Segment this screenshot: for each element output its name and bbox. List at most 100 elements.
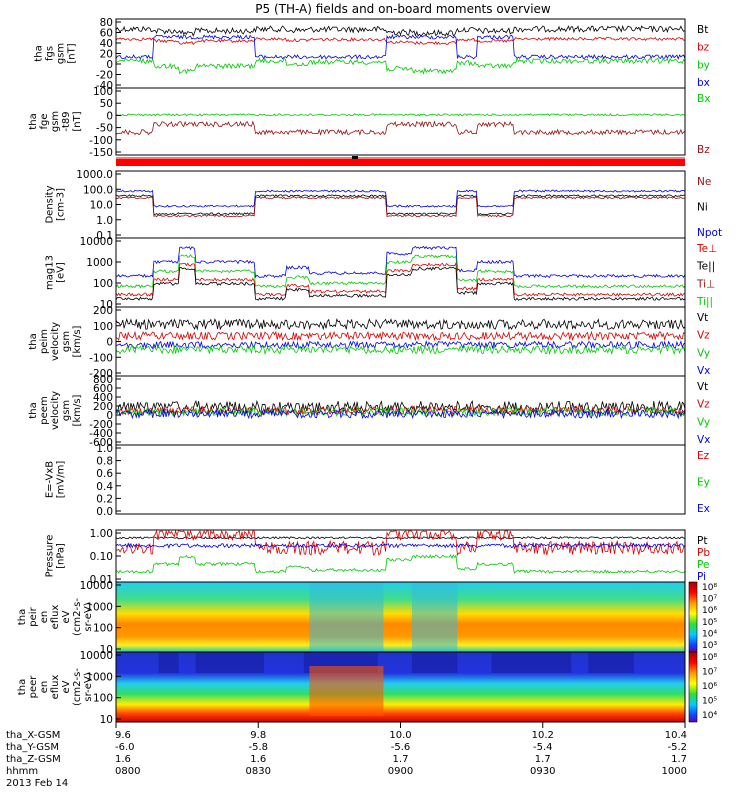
- ylabel-0: thafgsgsm[nT]: [34, 43, 78, 64]
- ylabel-line-8-5: (cm2-s-: [72, 598, 83, 636]
- xaxis-row-label-2: tha_Z-GSM: [6, 754, 61, 765]
- ytick-6-3: 0.4: [96, 481, 113, 493]
- ytick-2-1: 100.0: [83, 184, 113, 196]
- ytick-0-2: 40: [100, 38, 113, 50]
- legend-3-0: Te⊥: [696, 243, 717, 255]
- colorbar-label-0-3: 10⁵: [702, 618, 717, 628]
- legend-5-3: Vx: [697, 434, 710, 446]
- xtick-z-3: 1.7: [535, 754, 551, 765]
- ylabel-line-2-0: Density: [45, 185, 56, 223]
- ytick-8-0: 10000: [80, 580, 113, 592]
- colorbar-label-1-1: 10⁷: [702, 668, 717, 678]
- ylabel-5: thapeemvelocitygsm[km/s]: [28, 391, 83, 430]
- ytick-1-0: 100: [93, 86, 113, 98]
- ytick-3-2: 100: [93, 278, 113, 290]
- ytick-4-1: 100: [93, 321, 113, 333]
- xaxis-row-label-1: tha_Y-GSM: [6, 742, 59, 753]
- legend-2-2: Npot: [697, 227, 722, 239]
- ylabel-line-2-1: [cm-3]: [56, 188, 67, 221]
- legend-1-1: Bz: [697, 144, 710, 156]
- panel-9: 10000 1000 100 10 thapeerenefluxeV(cm2-s-sr-…: [17, 650, 686, 726]
- ytick-0-3: 20: [100, 49, 113, 61]
- xtick-x-2: 10.0: [389, 730, 411, 741]
- series-7-2: [115, 542, 686, 549]
- spec-dark-band-0: [158, 652, 179, 673]
- legend-0-0: Bt: [697, 24, 708, 36]
- ylabel-6: E=-VxB[mV/m]: [45, 461, 67, 499]
- ylabel-line-1-4: [nT]: [72, 111, 83, 131]
- ylabel-line-9-3: eflux: [50, 675, 61, 700]
- ytick-7-1: 0.10: [90, 551, 113, 563]
- xaxis-row-label-3: hhmm: [6, 766, 38, 777]
- legend-5-0: Vt: [697, 381, 708, 393]
- spec-cool-region-1: [411, 582, 458, 652]
- ytick-1-2: 0: [106, 110, 113, 122]
- legend-7-1: Pb: [697, 547, 710, 559]
- legend-3-3: Ti||: [696, 296, 713, 308]
- spec-dark-band-1: [195, 652, 264, 673]
- xtick-hhmm-1: 0830: [246, 766, 271, 777]
- ylabel-line-6-1: [mV/m]: [56, 461, 67, 499]
- ylabel-line-8-1: peir: [28, 606, 39, 626]
- panel-3: 10000 1000 100 10 mag13[eV] Te⊥ Te|| Ti⊥ Ti||: [45, 236, 718, 311]
- ytick-5-4: 0: [106, 410, 113, 422]
- ytick-3-1: 1000: [86, 257, 113, 269]
- panel-frame-1: [115, 87, 686, 156]
- colorbar-label-0-2: 10⁶: [702, 606, 717, 616]
- series-3-1: [115, 254, 686, 289]
- ylabel-line-7-0: Pressure: [45, 535, 56, 578]
- xtick-hhmm-4: 1000: [662, 766, 687, 777]
- ylabel-line-8-4: eV: [61, 610, 72, 623]
- ylabel-line-9-1: peer: [28, 675, 39, 699]
- ytick-4-3: -100: [89, 352, 113, 364]
- ylabel-line-1-1: fge: [39, 113, 50, 129]
- colorbar-label-1-0: 10⁸: [702, 653, 717, 663]
- ytick-5-5: -200: [89, 419, 113, 431]
- ylabel-4: thapeimvelocitygsm[km/s]: [28, 322, 83, 361]
- ylabel-1: thafgegsm-t89[nT]: [28, 111, 83, 132]
- ytick-0-4: 0: [106, 59, 113, 71]
- ytick-5-2: 400: [93, 392, 113, 404]
- ytick-7-0: 1.00: [90, 528, 113, 540]
- xaxis-row-label-4: 2013 Feb 14: [6, 778, 68, 789]
- ytick-5-7: -600: [89, 437, 113, 449]
- ylabel-line-9-6: sr-eV): [83, 672, 94, 701]
- mode-bar-mark: [352, 156, 358, 159]
- mode-bar-edge: [116, 157, 685, 159]
- xtick-y-4: -5.2: [667, 742, 687, 753]
- panel-2: 1000.0 100.0 10.0 1.0 0.1 Density[cm-3] Ne Ni Np…: [45, 169, 723, 242]
- ytick-1-4: -100: [89, 135, 113, 147]
- ytick-2-2: 10.0: [90, 200, 113, 212]
- ytick-3-3: 10: [100, 299, 113, 311]
- spec-dark-band-5: [588, 652, 634, 673]
- colorbar-0: [688, 581, 698, 653]
- legend-4-0: Vt: [697, 312, 708, 324]
- legend-2-1: Ni: [697, 202, 708, 214]
- ytick-4-2: 0: [106, 337, 113, 349]
- ylabel-line-0-0: tha: [34, 45, 45, 61]
- xtick-y-0: -6.0: [115, 742, 135, 753]
- spectrogram-8: [116, 582, 685, 652]
- series-0-3: [115, 57, 686, 75]
- ylabel-line-4-0: tha: [28, 333, 39, 349]
- xtick-hhmm-2: 0900: [388, 766, 413, 777]
- ytick-9-0: 10000: [80, 650, 113, 662]
- series-1-0: [115, 113, 686, 117]
- ytick-6-1: 0.8: [96, 456, 113, 468]
- series-5-2: [115, 406, 686, 418]
- ytick-2-0: 1000.0: [76, 169, 113, 181]
- series-4-1: [115, 330, 686, 342]
- ytick-5-3: 200: [93, 401, 113, 413]
- spec-cool-region-0: [309, 582, 384, 652]
- legend-6-2: Ex: [697, 503, 710, 515]
- series-2-0: [115, 189, 686, 208]
- legend-1-0: Bx: [697, 93, 710, 105]
- xtick-x-4: 10.4: [665, 730, 687, 741]
- xtick-hhmm-0: 0800: [115, 766, 140, 777]
- panel-4: 200 100 0 -100 -200 thapeimvelocitygsm[km/s] V…: [28, 305, 710, 380]
- ytick-2-3: 1.0: [96, 215, 113, 227]
- legend-6-0: Ez: [697, 450, 710, 462]
- xtick-x-0: 9.6: [115, 730, 131, 741]
- ytick-2-4: 0.1: [96, 230, 113, 242]
